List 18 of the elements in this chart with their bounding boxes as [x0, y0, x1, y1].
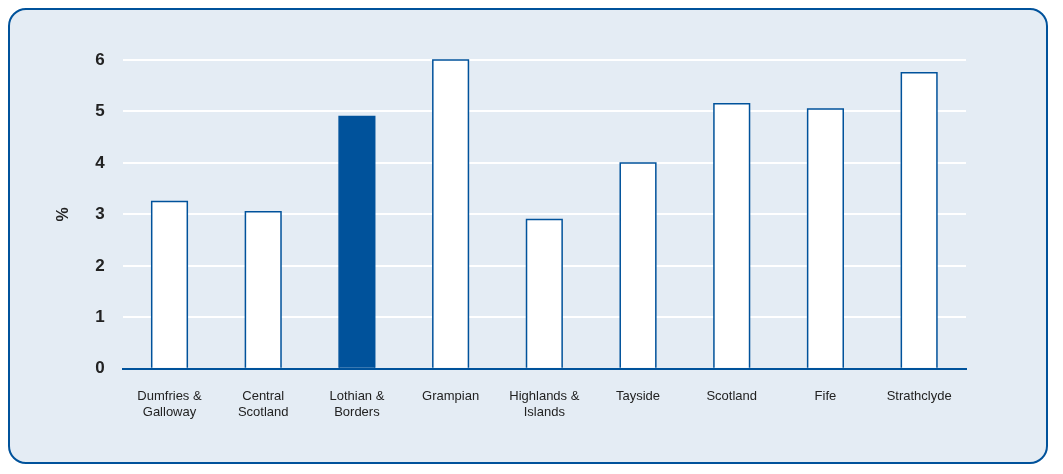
x-tick-label: Fife	[814, 388, 837, 404]
y-tick-label: 6	[95, 49, 105, 69]
y-tick-label: 0	[95, 358, 105, 378]
x-tick-label: Tayside	[615, 388, 661, 404]
y-tick-label: 1	[95, 307, 105, 327]
x-tick-label: Central Scotland	[237, 388, 289, 419]
x-tick-label: Grampian	[422, 388, 480, 404]
x-tick-label: Lothian & Borders	[329, 388, 385, 419]
y-tick-label: 5	[95, 101, 105, 121]
y-tick-label: 4	[95, 152, 106, 172]
x-tick-label: Dumfries & Galloway	[137, 388, 202, 419]
x-tick-label: Highlands & Islands	[509, 388, 580, 419]
x-tick-label: Scotland	[706, 388, 758, 404]
y-axis-title: %	[54, 207, 72, 222]
y-tick-label: 2	[95, 255, 105, 275]
bar	[619, 162, 657, 369]
x-tick-label: Strathclyde	[886, 388, 952, 404]
y-tick-label: 3	[95, 204, 105, 224]
